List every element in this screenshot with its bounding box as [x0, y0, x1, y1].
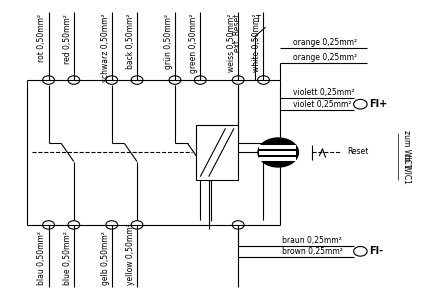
Text: back 0,50mm²: back 0,50mm² [126, 14, 135, 69]
Bar [196, 125, 238, 180]
Text: weiss 0,50mm²: weiss 0,50mm² [227, 14, 236, 72]
Bar [259, 151, 296, 155]
Text: violett 0,25mm²: violett 0,25mm² [293, 88, 355, 97]
Text: red 0,50mm²: red 0,50mm² [63, 14, 72, 63]
Text: orange 0,25mm²: orange 0,25mm² [293, 53, 357, 62]
Text: FI-: FI- [369, 246, 383, 256]
Bar [259, 145, 296, 148]
Text: blue 0,50mm²: blue 0,50mm² [63, 231, 72, 285]
Text: FI+: FI+ [369, 99, 387, 109]
Circle shape [258, 138, 298, 167]
Text: orange 0,25mm²: orange 0,25mm² [293, 38, 357, 47]
Text: schwarz 0,50mm²: schwarz 0,50mm² [101, 14, 110, 82]
Text: T: T [255, 15, 260, 24]
Text: blau 0,50mm²: blau 0,50mm² [37, 231, 46, 285]
Text: white 0,50mm²: white 0,50mm² [252, 14, 261, 72]
Text: brown 0,25mm²: brown 0,25mm² [283, 247, 343, 256]
Text: braun 0,25mm²: braun 0,25mm² [283, 236, 342, 245]
Text: to WIC1: to WIC1 [402, 154, 411, 184]
Text: Reset: Reset [348, 148, 369, 156]
Text: violet 0,25mm²: violet 0,25mm² [293, 100, 351, 109]
Text: yellow 0,50mm²: yellow 0,50mm² [126, 224, 135, 285]
Text: grün 0,50mm²: grün 0,50mm² [164, 14, 173, 69]
Text: gelb 0,50mm²: gelb 0,50mm² [101, 231, 110, 285]
Text: green 0,50mm²: green 0,50mm² [189, 14, 198, 73]
Text: ext. Reset: ext. Reset [233, 14, 243, 52]
Bar [259, 157, 296, 161]
Text: rot 0,50mm²: rot 0,50mm² [37, 14, 46, 62]
Text: zum WIC1: zum WIC1 [402, 130, 411, 169]
